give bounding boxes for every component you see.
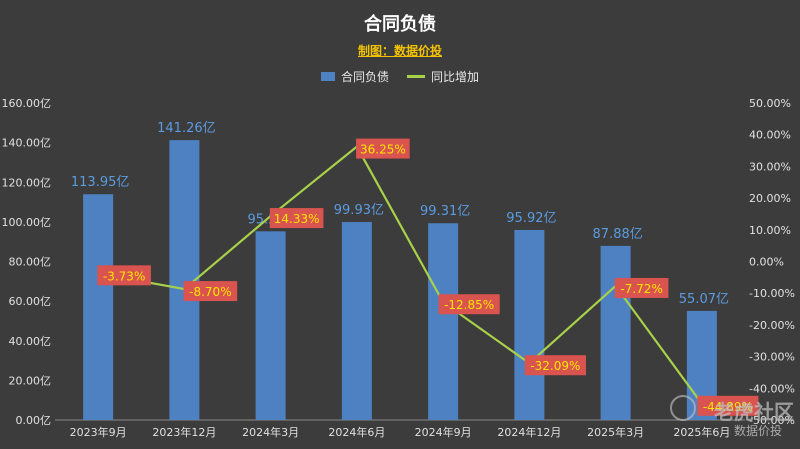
line-value-label: 14.33%	[274, 212, 320, 226]
y-right-tick-label: 10.00%	[749, 224, 791, 237]
bar-value-label: 55.07亿	[679, 292, 729, 307]
y-right-tick-label: -50.00%	[749, 414, 795, 427]
bar-value-label: 95.92亿	[506, 211, 556, 226]
bar	[514, 229, 545, 420]
line-value-label: -32.09%	[530, 359, 580, 373]
x-tick-label: 2024年6月	[328, 425, 385, 439]
line-value-label: -12.85%	[444, 298, 494, 312]
y-right-tick-label: -10.00%	[749, 287, 795, 300]
y-right-tick-label: 30.00%	[749, 160, 791, 173]
legend-label-bars: 合同负债	[340, 70, 389, 84]
y-left-tick-label: 40.00亿	[9, 335, 52, 348]
x-tick-label: 2024年12月	[497, 425, 561, 439]
bar-value-label: 87.88亿	[593, 227, 643, 242]
watermark-main: 老虎社区	[714, 400, 794, 424]
y-right-tick-label: 0.00%	[749, 256, 784, 269]
bar	[83, 194, 114, 420]
bar-value-label: 113.95亿	[71, 175, 130, 190]
bar	[428, 223, 459, 420]
y-left-tick-label: 100.00亿	[2, 216, 52, 229]
watermark-sub: 数据价投	[733, 424, 782, 438]
y-left-tick-label: 80.00亿	[9, 256, 52, 269]
bar-value-label: 141.26亿	[157, 121, 216, 136]
legend-label-line: 同比增加	[431, 70, 480, 84]
chart-subtitle: 制图：数据价投	[357, 44, 442, 58]
y-left-tick-label: 20.00亿	[9, 374, 52, 387]
y-left-tick-label: 120.00亿	[2, 176, 52, 189]
y-left-tick-label: 160.00亿	[2, 97, 52, 110]
x-tick-label: 2025年6月	[673, 425, 730, 439]
line-value-label: 36.25%	[360, 143, 406, 157]
line-label-box	[97, 265, 151, 286]
legend-item-bars: 合同负债	[320, 68, 389, 85]
line-label-box	[697, 395, 759, 416]
y-right-tick-label: 40.00%	[749, 129, 791, 142]
x-tick-label: 2024年9月	[415, 425, 472, 439]
y-left-tick-label: 140.00亿	[2, 137, 52, 150]
y-right-tick-label: 20.00%	[749, 192, 791, 205]
bar	[600, 245, 631, 420]
chart-title: 合同负债	[364, 14, 436, 35]
watermark-tiger-icon	[670, 395, 696, 421]
y-right-tick-label: 50.00%	[749, 97, 791, 110]
y-left-tick-label: 0.00亿	[16, 414, 52, 427]
line-value-label: -7.72%	[620, 282, 662, 296]
x-tick-label: 2023年12月	[152, 425, 216, 439]
x-tick-label: 2025年3月	[587, 425, 644, 439]
x-tick-label: 2024年3月	[242, 425, 299, 439]
y-right-tick-label: -30.00%	[749, 351, 795, 364]
y-right-tick-label: -20.00%	[749, 319, 795, 332]
bar-value-label: 99.31亿	[420, 204, 470, 219]
y-right-tick-label: -40.00%	[749, 382, 795, 395]
bar	[341, 222, 372, 420]
x-tick-label: 2023年9月	[70, 425, 127, 439]
y-left-tick-label: 60.00亿	[9, 295, 52, 308]
line-value-label: -3.73%	[103, 269, 145, 283]
chart-legend: 合同负债 同比增加	[0, 68, 800, 85]
line-label-box	[614, 277, 669, 298]
legend-swatch-line	[407, 75, 425, 78]
line-label-box	[438, 294, 500, 315]
line-value-label: -44.89%	[703, 400, 753, 414]
line-series	[97, 145, 703, 405]
line-label-box	[524, 355, 586, 376]
bar	[255, 231, 286, 420]
legend-swatch-bars	[320, 72, 335, 81]
line-label-box	[183, 281, 238, 302]
bar-value-label: 99.93亿	[334, 203, 384, 218]
line-label-box	[269, 208, 324, 229]
line-value-label: -8.70%	[189, 285, 231, 299]
legend-item-line: 同比增加	[407, 68, 479, 85]
line-label-box	[356, 138, 410, 159]
